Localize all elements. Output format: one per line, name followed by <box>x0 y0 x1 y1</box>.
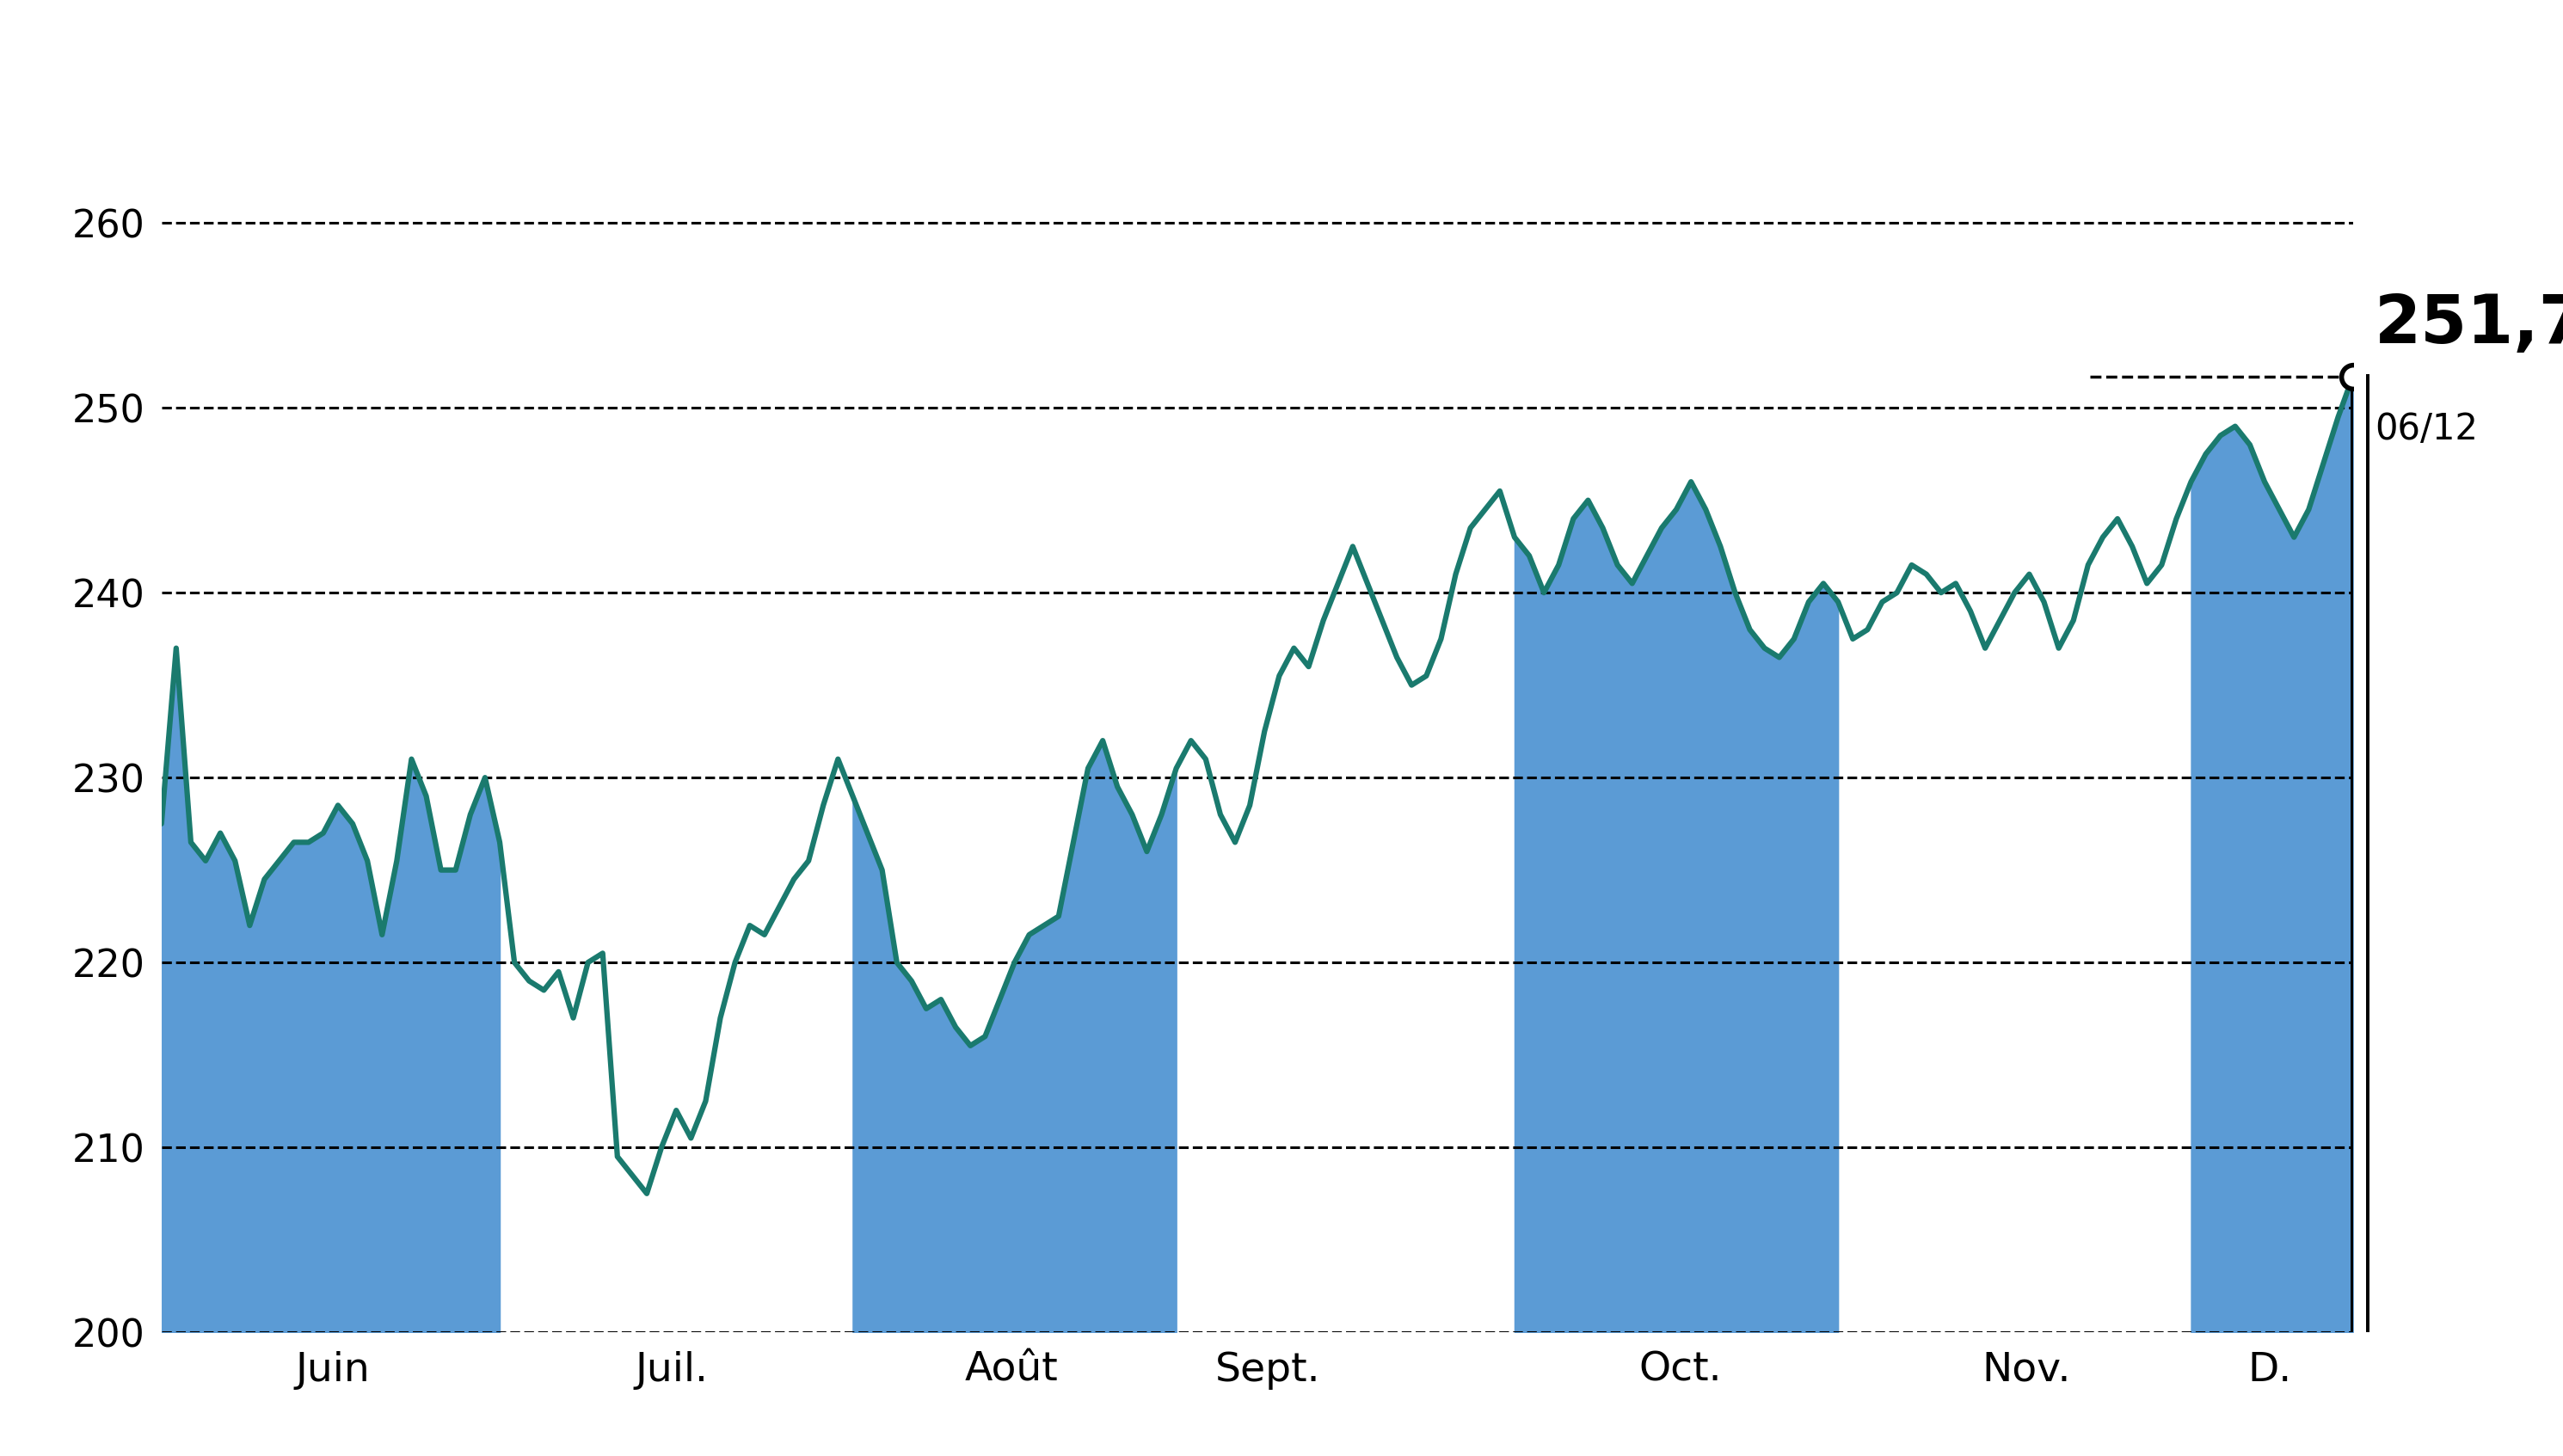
Text: 251,70: 251,70 <box>2376 291 2563 357</box>
Text: SCHNEIDER ELECTRIC: SCHNEIDER ELECTRIC <box>630 29 1933 134</box>
Text: 06/12: 06/12 <box>2376 411 2478 447</box>
